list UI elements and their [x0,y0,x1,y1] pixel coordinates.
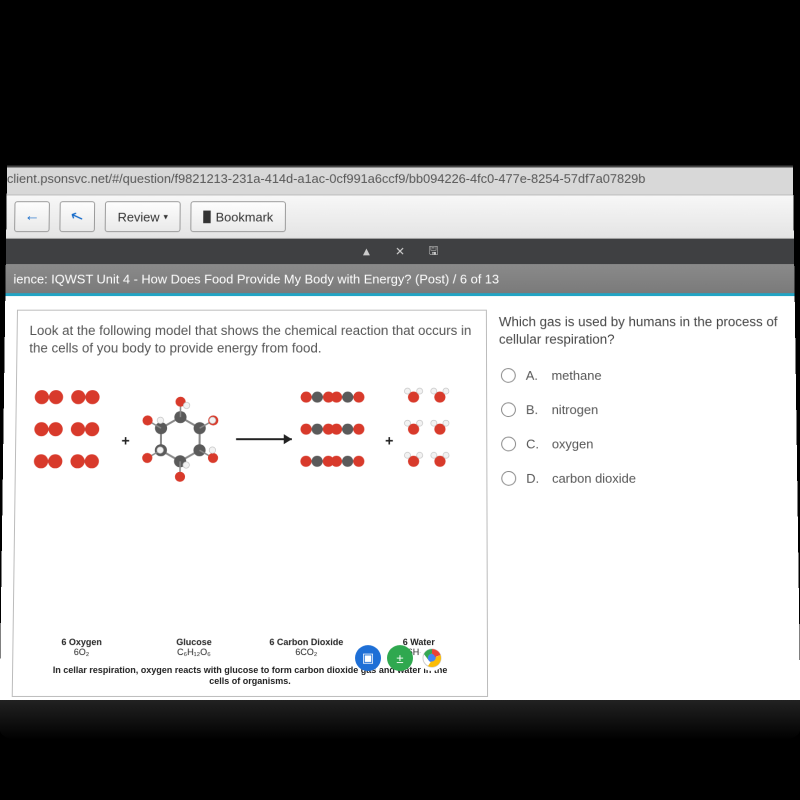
breadcrumb-text: ience: IQWST Unit 4 - How Does Food Prov… [13,271,499,286]
choice-text: oxygen [552,437,594,452]
bookmark-icon: ▉ [203,210,211,223]
toolbar: ← ↖ Review ▾ ▉ Bookmark [6,195,794,238]
dark-tool-strip: ▲ ✕ 🖫 [6,239,794,264]
pointer-icon: ↖ [68,205,87,228]
cursor-tool-icon[interactable]: ▲ [357,243,377,260]
choice-letter: C. [526,437,542,452]
radio-icon [501,403,516,418]
shelf-app-icon[interactable] [419,645,445,671]
question-panel: Which gas is used by humans in the proce… [497,310,788,697]
answer-choice[interactable]: D. carbon dioxide [499,462,783,496]
review-dropdown[interactable]: Review ▾ [105,201,181,232]
shelf-app-icon[interactable]: ▣ [355,645,381,671]
breadcrumb: ience: IQWST Unit 4 - How Does Food Prov… [5,264,794,296]
reagent-label: 6 Oxygen 6O₂ [25,637,138,657]
svg-text:+: + [121,434,129,450]
shelf-app-icon[interactable]: ± [387,645,413,671]
back-arrow-icon: ← [24,208,40,225]
laptop-screen: client.psonsvc.net/#/question/f9821213-2… [0,166,800,677]
save-icon[interactable]: 🖫 [424,243,444,260]
chevron-down-icon: ▾ [163,211,168,222]
close-icon[interactable]: ✕ [390,243,410,260]
choice-text: methane [551,369,601,384]
reagent-label: 6 Carbon Dioxide 6CO₂ [250,637,362,657]
answer-choice[interactable]: B. nitrogen [499,393,783,427]
reaction-svg: + + [27,368,475,519]
svg-text:+: + [385,434,393,450]
choice-letter: B. [526,403,542,418]
radio-icon [501,369,516,384]
question-text: Which gas is used by humans in the proce… [499,314,782,349]
answer-choice[interactable]: A. methane [499,359,782,393]
stimulus-panel: Look at the following model that shows t… [12,310,488,697]
bookmark-button[interactable]: ▉ Bookmark [190,201,286,232]
choice-text: nitrogen [552,403,599,418]
laptop-bezel [0,700,800,740]
back-button[interactable]: ← [14,201,50,232]
radio-icon [501,437,516,452]
reaction-diagram: + + [26,368,475,633]
radio-icon [501,471,516,486]
review-label: Review [118,209,160,223]
bookmark-label: Bookmark [216,209,274,223]
url-bar: client.psonsvc.net/#/question/f9821213-2… [7,168,794,196]
answer-choice[interactable]: C. oxygen [499,427,783,461]
prompt-text: Look at the following model that shows t… [29,322,474,357]
pointer-button[interactable]: ↖ [59,201,95,232]
url-text: client.psonsvc.net/#/question/f9821213-2… [7,171,646,185]
reagent-label: Glucose C₆H₁₂O₆ [138,637,251,657]
choice-letter: A. [526,369,542,384]
chromebook-shelf: ▣± [355,645,445,671]
choice-letter: D. [526,471,542,486]
choice-text: carbon dioxide [552,471,636,486]
